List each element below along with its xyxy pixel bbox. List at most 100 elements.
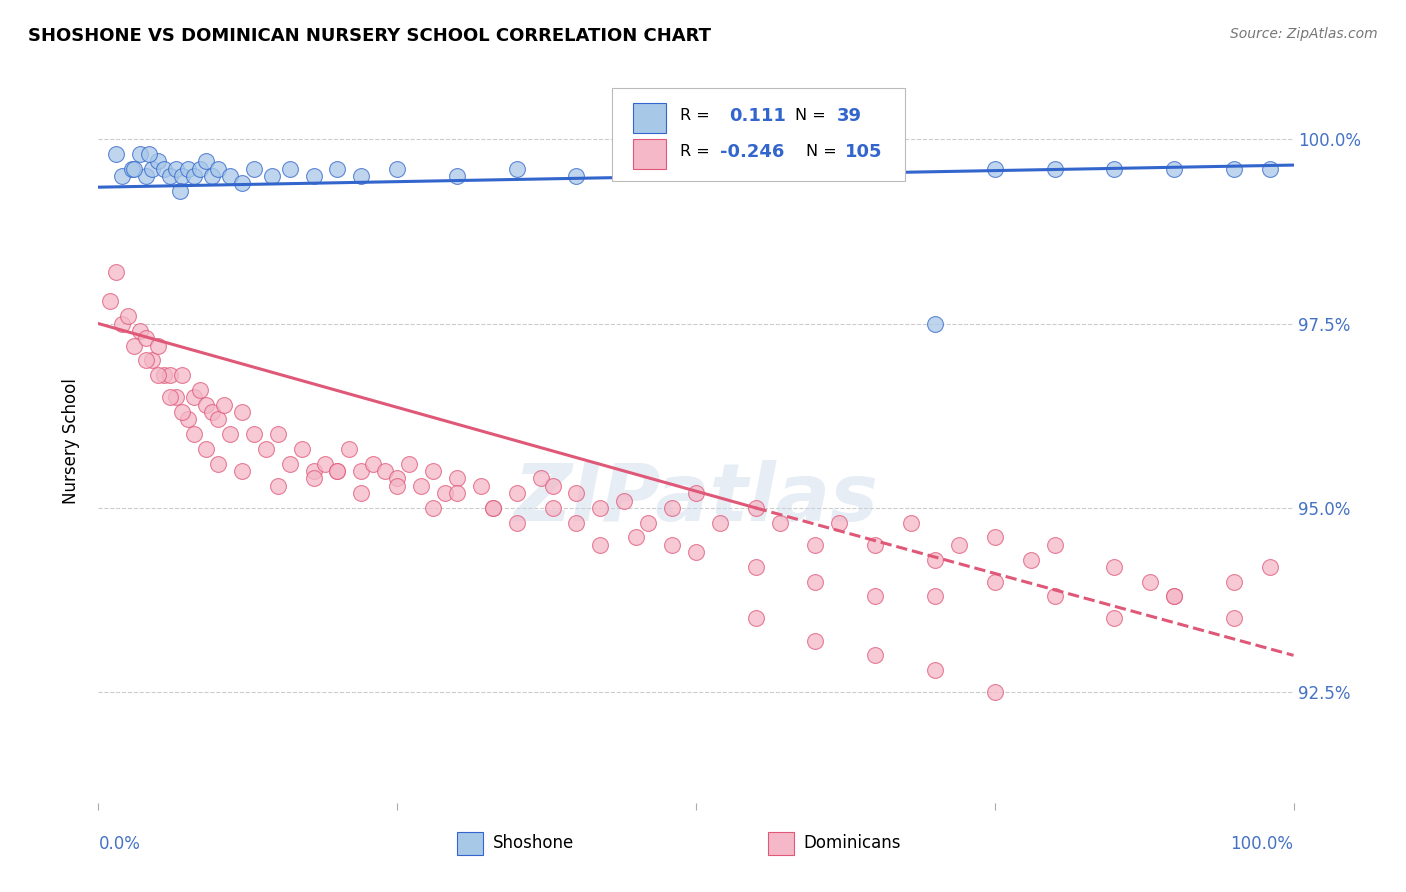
Dominicans — [924, 590, 946, 604]
Dominicans — [172, 405, 194, 419]
Text: Source: ZipAtlas.com: Source: ZipAtlas.com — [1230, 27, 1378, 41]
Shoshone — [148, 154, 170, 169]
Dominicans — [541, 479, 564, 493]
Text: SHOSHONE VS DOMINICAN NURSERY SCHOOL CORRELATION CHART: SHOSHONE VS DOMINICAN NURSERY SCHOOL COR… — [28, 27, 711, 45]
Dominicans — [212, 398, 235, 412]
Shoshone — [105, 147, 128, 161]
Dominicans — [541, 500, 564, 515]
Shoshone — [165, 161, 187, 176]
Dominicans — [124, 339, 146, 353]
Dominicans — [948, 538, 970, 552]
FancyBboxPatch shape — [613, 87, 905, 181]
Dominicans — [446, 471, 468, 485]
Shoshone — [385, 161, 409, 176]
Dominicans — [661, 500, 683, 515]
Shoshone — [1163, 161, 1185, 176]
Dominicans — [315, 457, 337, 471]
Shoshone — [219, 169, 242, 183]
Dominicans — [984, 530, 1007, 544]
Shoshone — [141, 161, 163, 176]
Dominicans — [1223, 574, 1246, 589]
Dominicans — [745, 500, 768, 515]
Dominicans — [183, 390, 205, 404]
Dominicans — [565, 516, 588, 530]
Dominicans — [165, 390, 187, 404]
Dominicans — [589, 538, 612, 552]
Dominicans — [153, 368, 176, 383]
Dominicans — [350, 464, 373, 478]
Dominicans — [231, 464, 253, 478]
Dominicans — [135, 331, 157, 345]
Dominicans — [326, 464, 349, 478]
Shoshone — [278, 161, 301, 176]
Shoshone — [177, 161, 200, 176]
Dominicans — [350, 486, 373, 500]
Dominicans — [984, 685, 1007, 699]
Dominicans — [105, 265, 128, 279]
Dominicans — [804, 633, 827, 648]
Shoshone — [326, 161, 349, 176]
Dominicans — [267, 479, 290, 493]
Dominicans — [422, 500, 444, 515]
Dominicans — [446, 486, 468, 500]
Dominicans — [482, 500, 505, 515]
Bar — [768, 831, 794, 855]
Dominicans — [278, 457, 301, 471]
Dominicans — [1019, 552, 1042, 566]
Dominicans — [924, 663, 946, 677]
Shoshone — [1223, 161, 1246, 176]
Dominicans — [804, 574, 827, 589]
Dominicans — [613, 493, 636, 508]
Dominicans — [626, 530, 648, 544]
Bar — [633, 139, 666, 169]
Text: 0.0%: 0.0% — [98, 835, 141, 854]
Shoshone — [446, 169, 468, 183]
Dominicans — [291, 442, 314, 456]
Shoshone — [153, 161, 176, 176]
Dominicans — [1223, 611, 1246, 625]
Dominicans — [254, 442, 277, 456]
Dominicans — [1043, 538, 1066, 552]
Text: ZIPatlas: ZIPatlas — [513, 460, 879, 539]
Dominicans — [769, 516, 792, 530]
Dominicans — [385, 471, 409, 485]
Text: N =: N = — [796, 108, 825, 123]
Dominicans — [1104, 611, 1126, 625]
Shoshone — [135, 169, 157, 183]
Text: 0.111: 0.111 — [730, 107, 786, 125]
Dominicans — [207, 457, 229, 471]
Dominicans — [302, 464, 325, 478]
Dominicans — [506, 516, 529, 530]
Dominicans — [398, 457, 420, 471]
Dominicans — [183, 427, 205, 442]
Text: R =: R = — [681, 108, 710, 123]
Dominicans — [374, 464, 396, 478]
Dominicans — [637, 516, 659, 530]
Text: Shoshone: Shoshone — [494, 833, 574, 852]
Text: Dominicans: Dominicans — [804, 833, 901, 852]
Dominicans — [1104, 560, 1126, 574]
Bar — [633, 103, 666, 133]
Shoshone — [565, 169, 588, 183]
Shoshone — [243, 161, 266, 176]
Text: 39: 39 — [837, 107, 862, 125]
Dominicans — [506, 486, 529, 500]
Dominicans — [434, 486, 457, 500]
Dominicans — [984, 574, 1007, 589]
Dominicans — [98, 294, 122, 309]
Shoshone — [1258, 161, 1281, 176]
Shoshone — [111, 169, 134, 183]
Shoshone — [195, 154, 218, 169]
Dominicans — [135, 353, 157, 368]
Dominicans — [148, 368, 170, 383]
Dominicans — [219, 427, 242, 442]
Shoshone — [183, 169, 205, 183]
Shoshone — [350, 169, 373, 183]
Dominicans — [1163, 590, 1185, 604]
Dominicans — [302, 471, 325, 485]
Dominicans — [661, 538, 683, 552]
Dominicans — [207, 412, 229, 426]
Text: N =: N = — [806, 145, 837, 160]
Dominicans — [745, 560, 768, 574]
Shoshone — [207, 161, 229, 176]
